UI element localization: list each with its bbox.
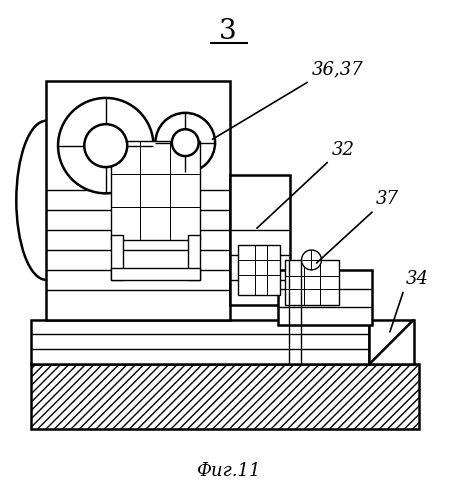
Text: Фиг.11: Фиг.11 [196, 462, 260, 479]
Bar [31, 320, 369, 364]
Bar [278, 270, 372, 324]
Circle shape [172, 129, 199, 156]
Bar [46, 81, 230, 320]
Circle shape [302, 250, 321, 270]
Circle shape [84, 124, 127, 167]
Bar [111, 235, 122, 280]
Bar [188, 235, 200, 280]
Text: 36,37: 36,37 [312, 60, 363, 78]
Bar [111, 268, 200, 280]
Text: 32: 32 [331, 140, 354, 158]
Text: 34: 34 [406, 270, 429, 288]
Bar [230, 176, 290, 304]
Text: 37: 37 [376, 190, 399, 208]
Circle shape [155, 113, 215, 172]
Bar [111, 140, 200, 240]
Bar [238, 245, 280, 294]
Polygon shape [369, 320, 414, 364]
Bar [285, 260, 339, 304]
Circle shape [58, 98, 154, 194]
Bar [31, 364, 419, 429]
Text: 3: 3 [219, 18, 237, 45]
